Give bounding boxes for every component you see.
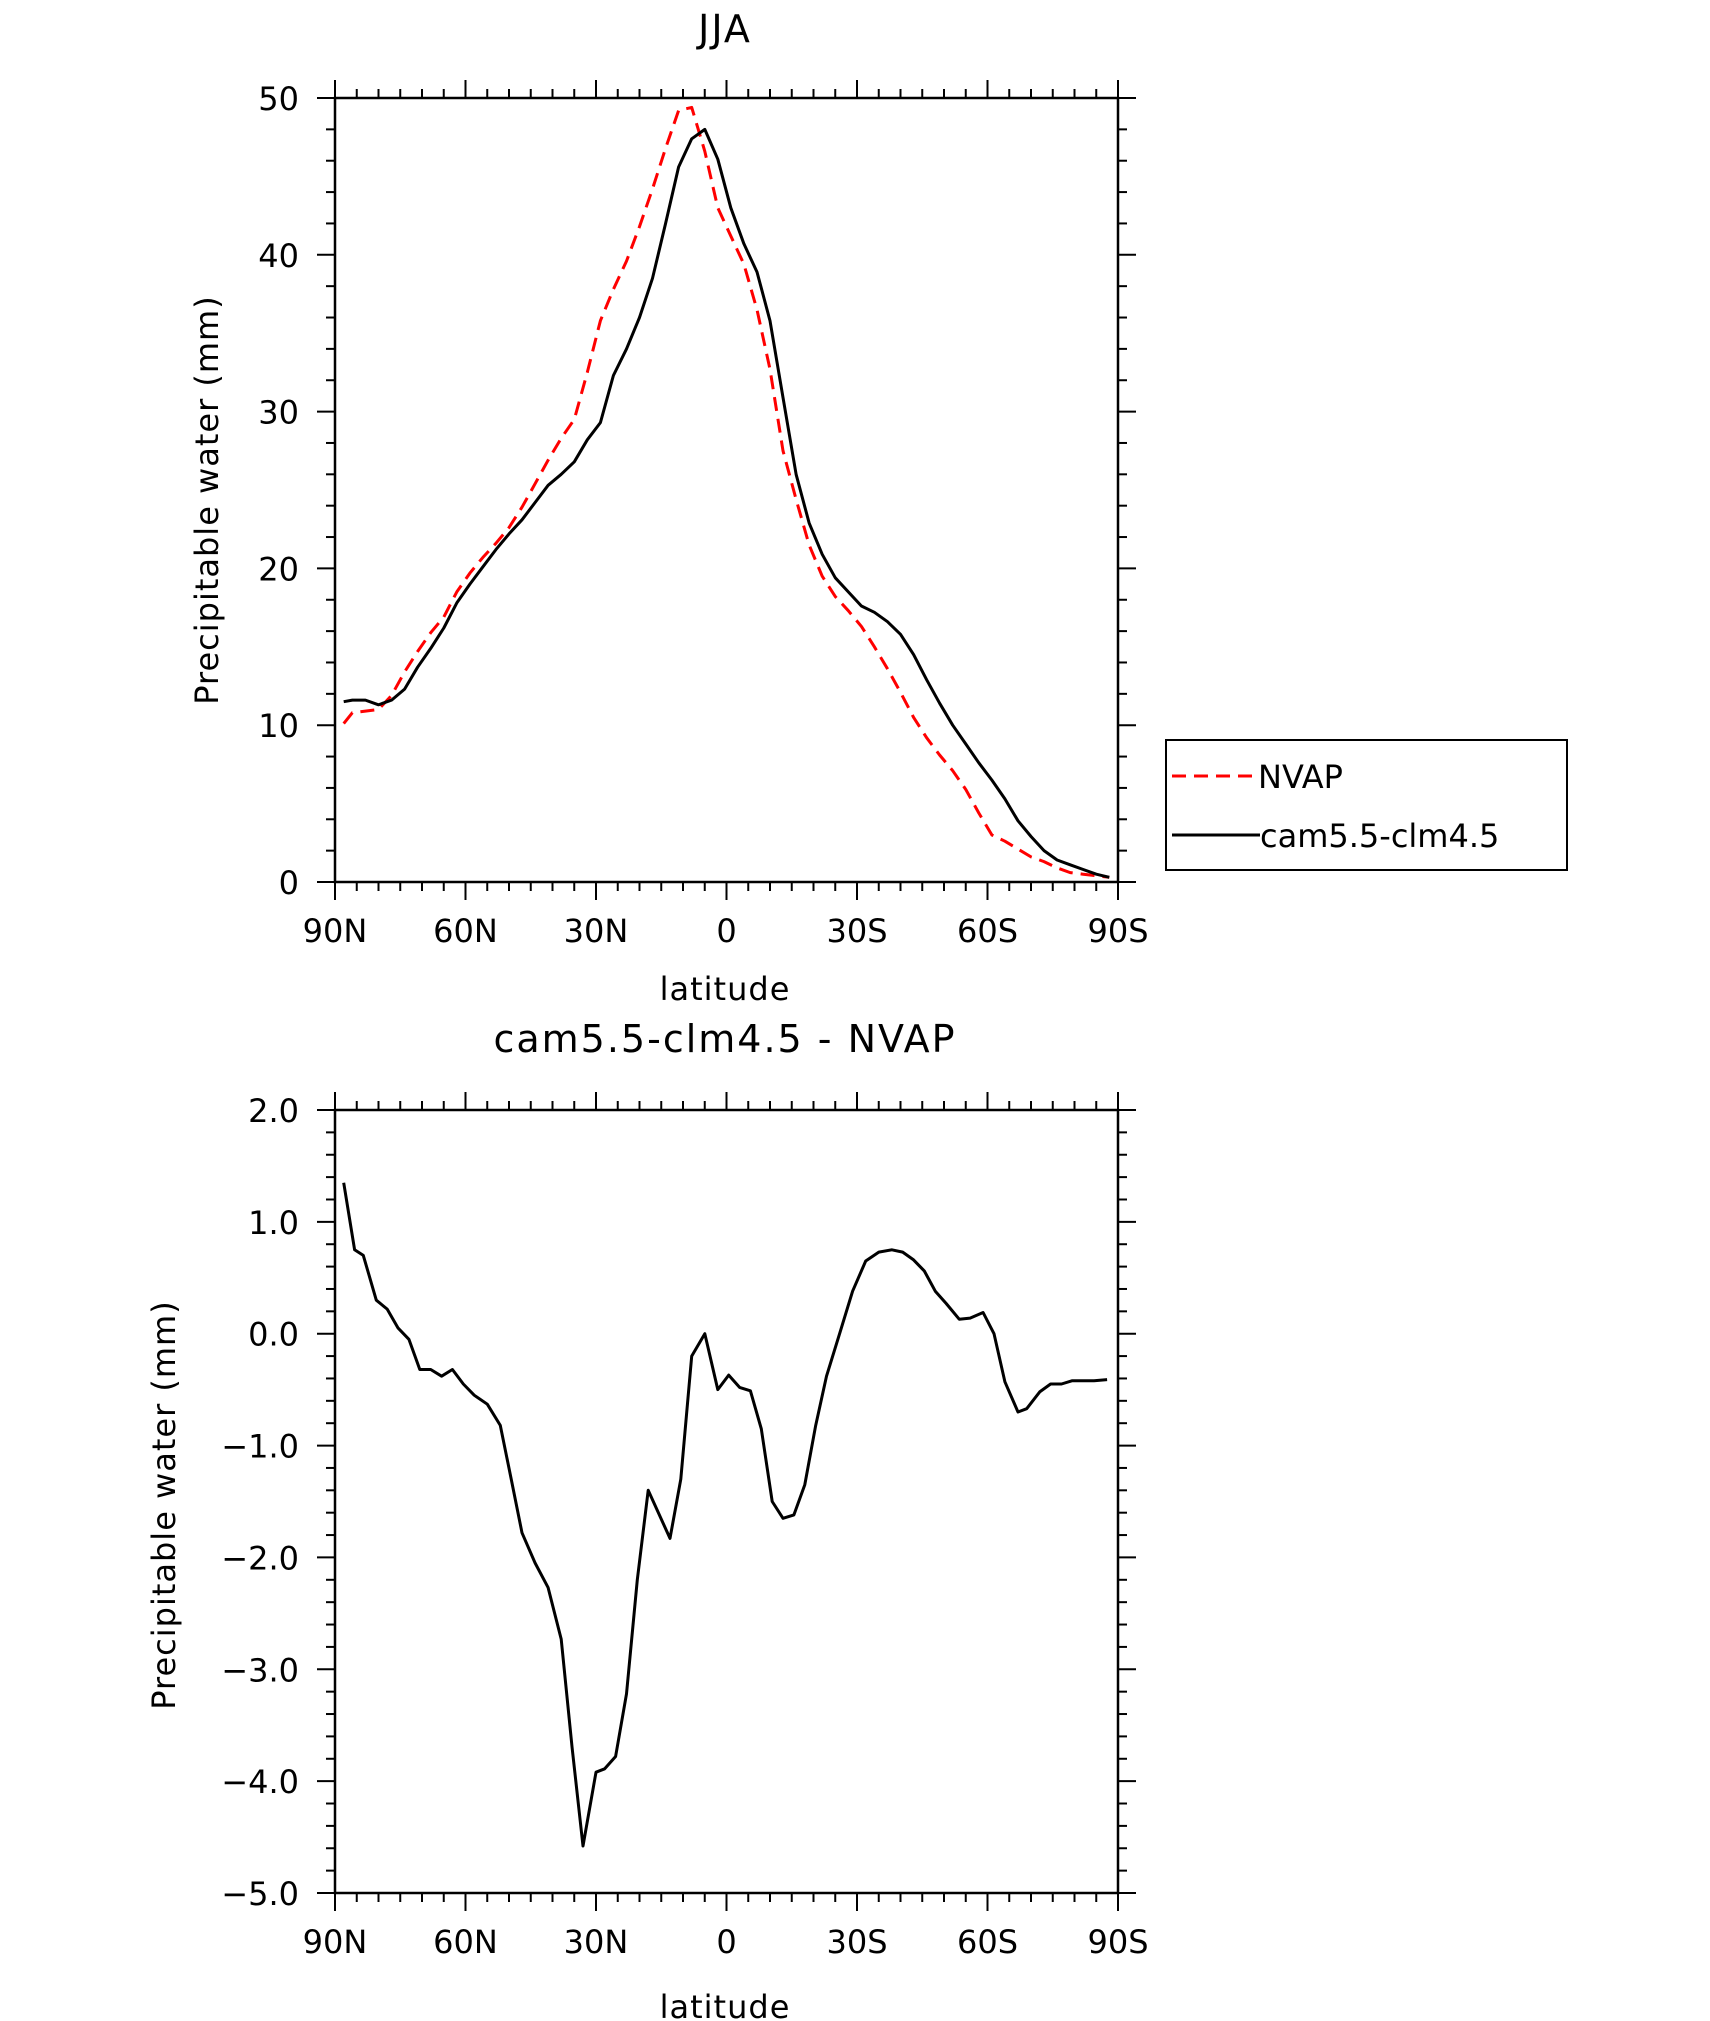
panel-top-ylabel: Precipitable water (mm) — [188, 295, 226, 704]
bottom-plot-frame — [333, 1108, 1120, 1895]
legend: NVAP cam5.5-clm4.5 — [1165, 739, 1568, 871]
bottom-xtick-label: 30N — [564, 1923, 629, 1961]
panel-top-xlabel: latitude — [660, 970, 791, 1008]
bottom-ytick-label: −2.0 — [221, 1539, 299, 1577]
top-ytick-label: 0 — [279, 864, 299, 902]
top-ytick-label: 50 — [258, 80, 299, 118]
legend-label-nvap: NVAP — [1258, 758, 1343, 796]
panel-bottom-xlabel: latitude — [660, 1988, 791, 2021]
top-xtick-label: 0 — [716, 912, 736, 950]
panel-top-series-group — [342, 105, 1110, 879]
panel-top-title: JJA — [696, 7, 752, 51]
top-xtick-label: 30S — [826, 912, 887, 950]
bottom-xtick-label: 0 — [716, 1923, 736, 1961]
top-ytick-label: 10 — [258, 707, 299, 745]
bottom-xtick-label: 90N — [303, 1923, 368, 1961]
top-plot-frame — [333, 96, 1120, 884]
bottom-xtick-label: 90S — [1087, 1923, 1148, 1961]
bottom-ytick-label: 1.0 — [248, 1204, 299, 1242]
panel-jja: JJA 90N 60N 30N 0 30S 60S 90S 0 10 20 30 40 50 latit… — [188, 7, 1568, 1008]
bottom-xtick-label: 60N — [433, 1923, 498, 1961]
bottom-ytick-label: 0.0 — [248, 1316, 299, 1354]
bottom-series-line-diff — [342, 1182, 1108, 1848]
legend-label-cam: cam5.5-clm4.5 — [1260, 817, 1499, 855]
top-xtick-label: 60N — [433, 912, 498, 950]
top-xtick-label: 60S — [957, 912, 1018, 950]
top-ytick-label: 40 — [258, 237, 299, 275]
top-xtick-label: 30N — [564, 912, 629, 950]
top-xtick-label: 90N — [303, 912, 368, 950]
panel-difference: cam5.5-clm4.5 - NVAP 90N 60N 30N 0 30S 60S 90S… — [145, 1017, 1149, 2021]
bottom-ytick-label: −1.0 — [221, 1428, 299, 1466]
bottom-ytick-label: 2.0 — [248, 1092, 299, 1130]
top-ytick-label: 20 — [258, 550, 299, 588]
bottom-ytick-label: −3.0 — [221, 1651, 299, 1689]
panel-bottom-axes: 90N 60N 30N 0 30S 60S 90S −5.0 −4.0 −3.0 −2.0 −1.0 0… — [221, 1092, 1149, 1961]
legend-box — [1165, 739, 1568, 871]
panel-bottom-ylabel: Precipitable water (mm) — [145, 1300, 183, 1709]
bottom-xtick-label: 60S — [957, 1923, 1018, 1961]
top-xtick-label: 90S — [1087, 912, 1148, 950]
panel-bottom-series-group — [342, 1182, 1108, 1848]
panel-bottom-title: cam5.5-clm4.5 - NVAP — [493, 1017, 956, 1061]
bottom-ytick-label: −5.0 — [221, 1875, 299, 1913]
top-series-line-nvap — [342, 105, 1110, 879]
bottom-ytick-label: −4.0 — [221, 1763, 299, 1801]
panel-top-axes: 90N 60N 30N 0 30S 60S 90S 0 10 20 30 40 50 — [258, 80, 1149, 950]
top-series-line-cam5-5-clm4-5 — [343, 127, 1110, 879]
top-ytick-label: 30 — [258, 394, 299, 432]
bottom-xtick-label: 30S — [826, 1923, 887, 1961]
